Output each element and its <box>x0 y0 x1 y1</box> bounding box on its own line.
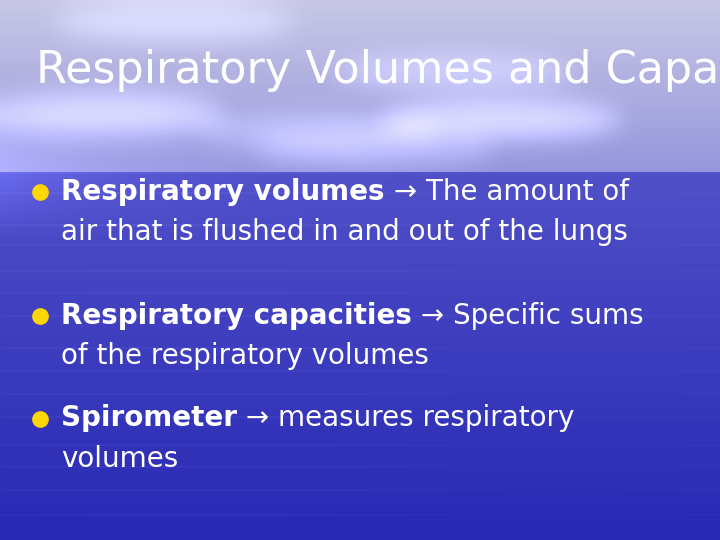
Text: of the respiratory volumes: of the respiratory volumes <box>61 342 429 370</box>
Text: Respiratory volumes: Respiratory volumes <box>61 178 384 206</box>
Text: → The amount of: → The amount of <box>384 178 629 206</box>
Text: → Specific sums: → Specific sums <box>412 302 644 330</box>
Text: Respiratory Volumes and Capacities: Respiratory Volumes and Capacities <box>36 49 720 92</box>
Text: → measures respiratory: → measures respiratory <box>237 404 575 433</box>
Text: air that is flushed in and out of the lungs: air that is flushed in and out of the lu… <box>61 218 628 246</box>
Text: Spirometer: Spirometer <box>61 404 237 433</box>
Text: volumes: volumes <box>61 445 179 473</box>
Text: Respiratory capacities: Respiratory capacities <box>61 302 412 330</box>
